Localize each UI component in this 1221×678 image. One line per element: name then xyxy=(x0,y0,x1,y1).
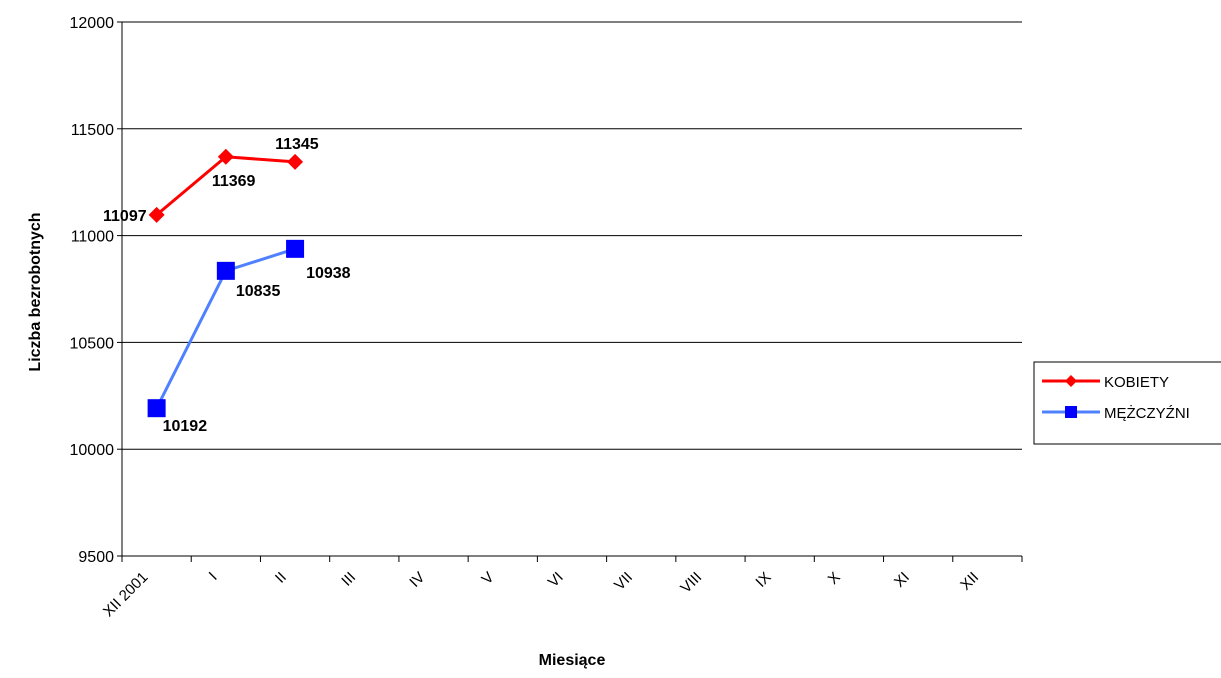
legend-item-mężczyźni: MĘŻCZYŹNI xyxy=(1042,404,1190,422)
y-tick-labels: 9500 10000 10500 11000 11500 12000 xyxy=(70,15,115,566)
legend-item-kobiety: KOBIETY xyxy=(1042,374,1169,391)
x-tick-label: XII 2001 xyxy=(100,569,152,621)
x-tick-label: I xyxy=(206,569,221,584)
legend-marker xyxy=(1065,406,1077,418)
legend-label: KOBIETY xyxy=(1104,374,1169,391)
data-label: 10835 xyxy=(236,283,281,300)
data-label: 11369 xyxy=(212,173,256,190)
series-group: 11097 11369 11345 10192 10835 10938 xyxy=(103,136,351,435)
series-kobiety: 11097 11369 11345 xyxy=(103,136,319,225)
legend-marker xyxy=(1065,375,1077,387)
data-label: 11097 xyxy=(103,208,147,225)
data-point xyxy=(217,148,234,165)
data-point xyxy=(147,399,166,418)
y-tick-label: 10000 xyxy=(70,442,115,459)
y-tick-label: 9500 xyxy=(78,549,114,566)
data-label: 11345 xyxy=(275,136,319,153)
x-tick-label: V xyxy=(478,569,497,588)
y-tick-label: 11000 xyxy=(71,229,114,246)
data-point xyxy=(148,206,165,223)
x-tick-label: IV xyxy=(406,569,428,591)
legend: KOBIETY MĘŻCZYŹNI xyxy=(1033,361,1221,445)
y-tick-label: 11500 xyxy=(71,122,114,139)
x-tick-labels: XII 2001 I II III IV V VI VII VIII IX X XI XII xyxy=(100,569,982,621)
x-tick-label: III xyxy=(338,569,359,590)
data-label: 10192 xyxy=(163,418,208,435)
data-label: 10938 xyxy=(306,265,351,282)
y-axis-title: Liczba bezrobotnych xyxy=(27,212,44,371)
x-tick-label: XII xyxy=(957,569,982,594)
x-tick-label: VII xyxy=(611,569,636,594)
y-tick-label: 10500 xyxy=(70,335,115,352)
data-point xyxy=(286,239,305,258)
legend-label: MĘŻCZYŹNI xyxy=(1104,404,1190,422)
data-point xyxy=(216,261,235,280)
x-tick-label: X xyxy=(825,569,844,588)
series-mężczyźni: 10192 10835 10938 xyxy=(147,239,351,435)
x-tick-label: XI xyxy=(891,569,913,591)
x-tick-label: VIII xyxy=(677,569,705,597)
grid-lines xyxy=(122,21,1022,450)
axes xyxy=(117,21,1023,562)
data-point xyxy=(287,153,304,170)
x-tick-label: IX xyxy=(752,569,774,591)
x-tick-label: II xyxy=(272,569,290,587)
x-tick-label: VI xyxy=(545,569,567,591)
x-axis-title: Miesiące xyxy=(539,652,606,669)
legend-box xyxy=(1033,361,1221,445)
y-tick-label: 12000 xyxy=(70,15,115,32)
